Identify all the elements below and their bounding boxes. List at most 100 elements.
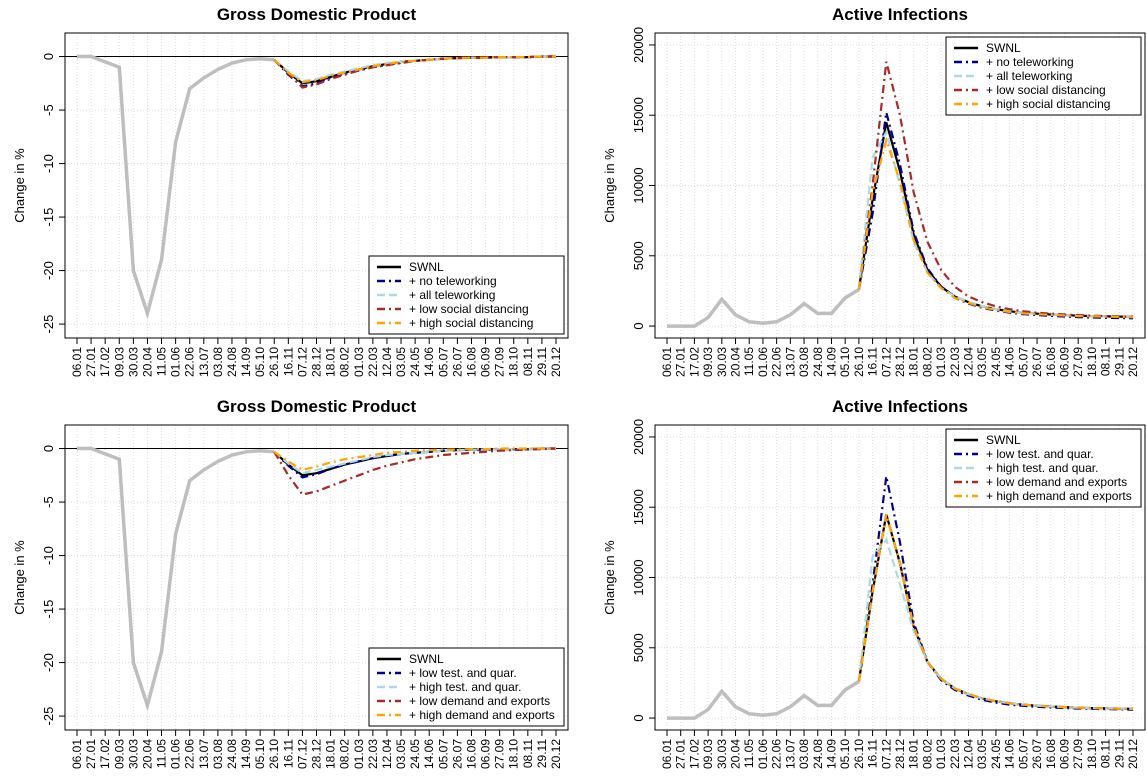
- series-line: [857, 112, 1134, 320]
- x-tick-label: 05.10: [253, 739, 267, 769]
- x-tick-label: 20.04: [140, 739, 154, 769]
- x-tick-label: 18.10: [1085, 739, 1099, 769]
- y-tick-label: 5000: [631, 633, 646, 662]
- x-tick-label: 08.11: [1099, 347, 1113, 376]
- x-tick-label: 12.04: [962, 739, 976, 769]
- x-tick-label: 14.06: [422, 347, 436, 377]
- x-tick-label: 24.05: [989, 739, 1003, 769]
- series-line: [667, 288, 860, 328]
- x-tick-label: 09.03: [701, 347, 715, 377]
- x-tick-label: 08.11: [521, 347, 535, 376]
- x-tick-label: 22.06: [770, 739, 784, 769]
- x-tick-label: 14.09: [239, 739, 253, 769]
- x-tick-label: 07.12: [879, 347, 893, 377]
- x-tick-label: 06.01: [660, 739, 674, 769]
- x-tick-label: 05.07: [1016, 739, 1030, 769]
- x-tick-label: 05.10: [838, 347, 852, 377]
- x-tick-label: 12.04: [962, 347, 976, 377]
- x-tick-label: 05.07: [1016, 347, 1030, 377]
- y-axis-label: Change in %: [12, 540, 27, 615]
- x-tick-label: 11.05: [742, 739, 756, 768]
- x-tick-label: 16.11: [281, 347, 295, 376]
- legend-label: SWNL: [986, 41, 1021, 55]
- x-tick-label: 06.01: [70, 739, 84, 769]
- x-tick-label: 13.07: [197, 739, 211, 769]
- y-tick-label: -20: [41, 653, 56, 672]
- x-tick-label: 22.03: [948, 739, 962, 769]
- chart-title: Gross Domestic Product: [217, 5, 417, 24]
- x-tick-label: 22.06: [183, 347, 197, 377]
- y-tick-label: 20000: [631, 27, 646, 63]
- x-tick-label: 27.09: [1071, 347, 1085, 377]
- x-tick-label: 03.05: [975, 739, 989, 769]
- x-tick-label: 26.10: [852, 739, 866, 769]
- x-tick-label: 18.01: [324, 739, 338, 769]
- x-tick-label: 24.05: [408, 347, 422, 377]
- x-tick-label: 28.12: [893, 347, 907, 377]
- chart-title: Active Infections: [832, 5, 968, 24]
- y-axis-label: Change in %: [602, 540, 617, 615]
- legend-label: + low social distancing: [986, 83, 1106, 97]
- x-tick-label: 24.08: [225, 739, 239, 769]
- legend-label: SWNL: [986, 433, 1021, 447]
- x-tick-label: 08.02: [920, 739, 934, 769]
- x-tick-label: 24.05: [989, 347, 1003, 377]
- x-tick-label: 30.03: [715, 347, 729, 377]
- x-tick-label: 29.11: [535, 739, 549, 768]
- x-tick-label: 07.12: [295, 739, 309, 769]
- x-tick-label: 18.01: [907, 347, 921, 377]
- legend-box: [945, 36, 1142, 116]
- x-tick-label: 29.11: [1112, 347, 1126, 376]
- y-tick-label: 10000: [631, 559, 646, 595]
- series-line: [857, 136, 1134, 319]
- y-tick-label: 0: [41, 445, 56, 452]
- legend-label: + high demand and exports: [409, 708, 555, 722]
- legend-label: SWNL: [409, 260, 444, 274]
- legend-label: + low test. and quar.: [986, 447, 1094, 461]
- y-tick-label: 15000: [631, 489, 646, 525]
- x-tick-label: 24.08: [811, 739, 825, 769]
- x-tick-label: 18.10: [507, 347, 521, 377]
- x-tick-label: 13.07: [197, 347, 211, 377]
- series-line: [667, 680, 860, 720]
- y-tick-label: 15000: [631, 97, 646, 133]
- x-tick-label: 27.09: [493, 347, 507, 377]
- x-tick-label: 14.09: [239, 347, 253, 377]
- y-tick-label: -25: [41, 707, 56, 726]
- legend-box: [945, 428, 1142, 508]
- y-tick-label: -20: [41, 261, 56, 280]
- y-tick-label: 20000: [631, 419, 646, 455]
- y-tick-label: -15: [41, 208, 56, 227]
- y-tick-label: -10: [41, 154, 56, 173]
- x-tick-label: 17.02: [687, 347, 701, 377]
- y-tick-label: 0: [631, 322, 646, 329]
- x-tick-label: 16.08: [464, 739, 478, 769]
- x-tick-label: 09.03: [112, 347, 126, 377]
- x-tick-label: 06.01: [660, 347, 674, 377]
- x-tick-label: 01.03: [352, 347, 366, 377]
- x-tick-label: 24.05: [408, 739, 422, 769]
- x-tick-label: 05.07: [436, 739, 450, 769]
- series-line: [77, 54, 275, 320]
- x-tick-label: 22.06: [183, 739, 197, 769]
- x-tick-label: 18.10: [1085, 347, 1099, 377]
- x-tick-label: 06.01: [70, 347, 84, 377]
- legend-label: + low demand and exports: [986, 475, 1127, 489]
- x-tick-label: 08.02: [920, 347, 934, 377]
- x-tick-label: 14.09: [824, 739, 838, 769]
- x-tick-label: 24.08: [811, 347, 825, 377]
- x-tick-label: 11.05: [742, 347, 756, 376]
- x-tick-label: 22.03: [366, 739, 380, 769]
- x-tick-label: 26.10: [852, 347, 866, 377]
- x-tick-label: 28.12: [893, 739, 907, 769]
- x-tick-label: 01.03: [352, 739, 366, 769]
- y-tick-label: 0: [41, 53, 56, 60]
- series-line: [273, 55, 556, 84]
- x-tick-label: 20.12: [1126, 347, 1140, 377]
- x-tick-label: 28.12: [310, 739, 324, 769]
- x-tick-label: 01.06: [169, 347, 183, 377]
- legend-box: [368, 255, 565, 335]
- x-tick-label: 06.09: [479, 739, 493, 769]
- x-tick-label: 14.06: [422, 739, 436, 769]
- x-tick-label: 22.06: [770, 347, 784, 377]
